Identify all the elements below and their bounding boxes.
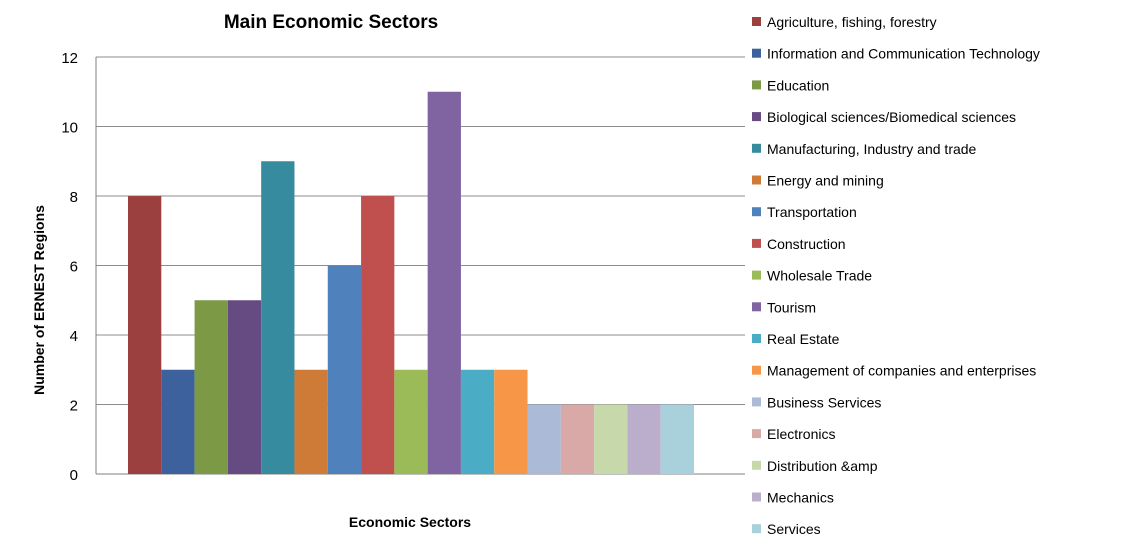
- bar: [560, 404, 595, 474]
- legend-label: Information and Communication Technology: [767, 46, 1040, 62]
- legend-label: Education: [767, 77, 829, 93]
- legend-swatch: [752, 492, 761, 502]
- legend-swatch: [752, 524, 761, 534]
- bar: [128, 196, 162, 474]
- legend-swatch: [752, 207, 761, 217]
- legend-label: Agriculture, fishing, forestry: [767, 14, 937, 30]
- legend-label: Distribution &amp: [767, 458, 878, 474]
- bar: [394, 369, 428, 474]
- legend-swatch: [752, 365, 761, 375]
- legend: Agriculture, fishing, forestry Informatio…: [752, 14, 1040, 537]
- y-tick-label: 12: [61, 50, 78, 67]
- bar: [361, 196, 395, 474]
- bar: [327, 265, 362, 474]
- y-tick-label: 10: [61, 120, 78, 137]
- legend-swatch: [752, 80, 761, 90]
- bar: [161, 369, 195, 474]
- y-axis-ticks: 0 2 4 6 8 10 12: [61, 50, 78, 484]
- legend-label: Management of companies and enterprises: [767, 363, 1036, 379]
- legend-swatch: [752, 143, 761, 153]
- y-axis-title: Number of ERNEST Regions: [31, 205, 47, 395]
- legend-label: Transportation: [767, 204, 857, 220]
- legend-label: Tourism: [767, 299, 816, 315]
- bars: [128, 91, 694, 474]
- legend-swatch: [752, 238, 761, 248]
- legend-swatch: [752, 270, 761, 280]
- bar: [627, 404, 661, 474]
- bar: [527, 404, 561, 474]
- x-axis-title: Economic Sectors: [349, 514, 471, 530]
- legend-label: Biological sciences/Biomedical sciences: [767, 109, 1016, 125]
- legend-swatch: [752, 175, 761, 185]
- bar: [194, 300, 228, 474]
- legend-label: Wholesale Trade: [767, 268, 872, 284]
- legend-swatch: [752, 397, 761, 407]
- legend-label: Construction: [767, 236, 846, 252]
- legend-label: Services: [767, 521, 821, 537]
- bar: [660, 404, 694, 474]
- y-tick-label: 4: [70, 328, 78, 345]
- legend-swatch: [752, 17, 761, 26]
- legend-label: Manufacturing, Industry and trade: [767, 141, 977, 157]
- legend-swatch: [752, 302, 761, 312]
- legend-swatch: [752, 334, 761, 343]
- bar: [427, 91, 461, 474]
- bar: [494, 369, 528, 474]
- legend-swatch: [752, 48, 761, 58]
- bar: [594, 404, 628, 474]
- bar: [294, 369, 328, 474]
- legend-label: Energy and mining: [767, 173, 884, 189]
- legend-label: Electronics: [767, 426, 835, 442]
- y-tick-label: 0: [70, 467, 78, 484]
- legend-swatch: [752, 112, 761, 122]
- chart-title: Main Economic Sectors: [224, 12, 438, 33]
- legend-label: Business Services: [767, 394, 881, 410]
- y-tick-label: 8: [70, 189, 78, 206]
- bar: [261, 161, 295, 474]
- legend-swatch: [752, 429, 761, 439]
- legend-label: Real Estate: [767, 331, 840, 347]
- legend-swatch: [752, 460, 761, 470]
- y-tick-label: 2: [70, 398, 78, 415]
- bar: [460, 369, 495, 474]
- y-tick-label: 6: [70, 259, 78, 276]
- bar: [227, 300, 262, 474]
- legend-label: Mechanics: [767, 490, 834, 506]
